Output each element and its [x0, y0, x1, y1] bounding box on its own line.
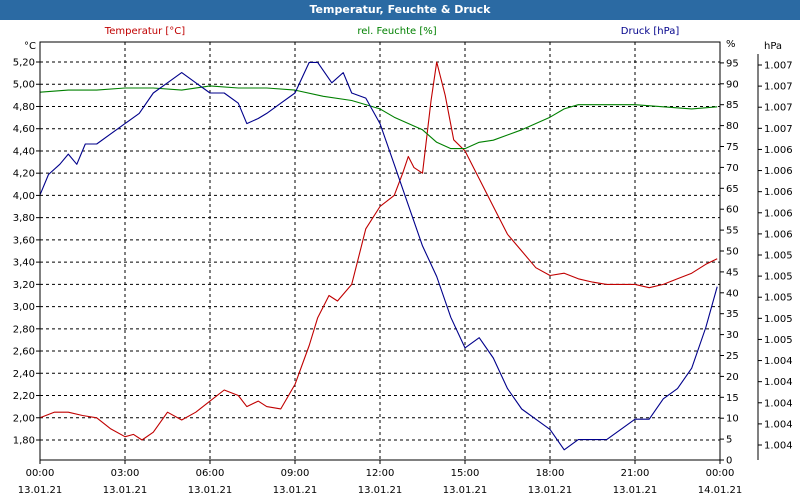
- temp-tick-label-17: 5,20: [13, 58, 35, 69]
- date-tick-label-4: 13.01.21: [358, 485, 403, 496]
- temp-unit-label: °C: [24, 41, 36, 52]
- legend-entry-1: rel. Feuchte [%]: [357, 26, 436, 37]
- pres-tick-label-2: 1.004: [764, 398, 793, 409]
- temp-tick-label-14: 4,60: [13, 124, 35, 135]
- hum-tick-label-0: 0: [726, 456, 732, 467]
- hum-tick-label-18: 90: [726, 79, 739, 90]
- temp-tick-label-10: 3,80: [13, 213, 35, 224]
- hum-tick-label-8: 40: [726, 288, 739, 299]
- time-tick-label-4: 12:00: [366, 468, 395, 479]
- series-layer: [39, 61, 718, 451]
- hum-tick-label-13: 65: [726, 184, 739, 195]
- temp-tick-label-7: 3,20: [13, 280, 35, 291]
- time-tick-label-1: 03:00: [111, 468, 140, 479]
- pres-tick-label-13: 1.006: [764, 166, 793, 177]
- date-tick-label-8: 14.01.21: [698, 485, 743, 496]
- pres-tick-label-14: 1.006: [764, 145, 793, 156]
- pres-tick-label-16: 1.007: [764, 103, 793, 114]
- time-tick-label-3: 09:00: [281, 468, 310, 479]
- pres-tick-label-9: 1.005: [764, 251, 793, 262]
- temp-tick-label-12: 4,20: [13, 169, 35, 180]
- hum-tick-label-12: 60: [726, 205, 739, 216]
- temp-tick-label-16: 5,00: [13, 80, 35, 91]
- hum-unit-label: %: [726, 39, 736, 50]
- pres-tick-label-8: 1.005: [764, 272, 793, 283]
- date-tick-label-7: 13.01.21: [613, 485, 658, 496]
- chart-title-bar: Temperatur, Feuchte & Druck: [0, 0, 800, 20]
- hum-tick-label-14: 70: [726, 163, 739, 174]
- temp-tick-label-2: 2,20: [13, 391, 35, 402]
- time-axis: 00:00 13.01.21 03:00 13.01.21 06:00 13.01.21 0…: [18, 460, 743, 496]
- pres-tick-label-4: 1.004: [764, 356, 793, 367]
- pres-tick-label-15: 1.007: [764, 124, 793, 135]
- pres-tick-label-11: 1.006: [764, 208, 793, 219]
- legend-entry-0: Temperatur [°C]: [104, 26, 185, 37]
- pres-tick-label-5: 1.005: [764, 335, 793, 346]
- pres-tick-label-7: 1.005: [764, 293, 793, 304]
- series-line-temperature: [39, 61, 718, 441]
- pressure-axis: 1.004 1.004 1.004 1.004 1.004 1.005 1.005 1.005…: [757, 41, 793, 460]
- temperature-axis: 1,80 2,00 2,20 2,40 2,60 2,80 3,00 3,20 3,40 3,60…: [13, 41, 40, 446]
- date-tick-label-2: 13.01.21: [188, 485, 233, 496]
- legend-entry-2: Druck [hPa]: [621, 26, 680, 37]
- humidity-axis: 0 5 10 15 20 25 30 35 40 45 50 55 60 65 70 75 80 85 90 95%: [720, 39, 739, 467]
- temp-tick-label-1: 2,00: [13, 413, 35, 424]
- time-tick-label-6: 18:00: [536, 468, 565, 479]
- date-tick-label-1: 13.01.21: [103, 485, 148, 496]
- chart-canvas: 1,80 2,00 2,20 2,40 2,60 2,80 3,00 3,20 3,40 3,60…: [13, 26, 793, 496]
- time-tick-label-2: 06:00: [196, 468, 225, 479]
- hum-tick-label-6: 30: [726, 330, 739, 341]
- pres-tick-label-6: 1.005: [764, 314, 793, 325]
- hum-tick-label-2: 10: [726, 414, 739, 425]
- hum-tick-label-11: 55: [726, 226, 739, 237]
- temp-tick-label-6: 3,00: [13, 302, 35, 313]
- hum-tick-label-15: 75: [726, 142, 739, 153]
- hum-tick-label-1: 5: [726, 435, 732, 446]
- pres-tick-label-10: 1.006: [764, 229, 793, 240]
- temp-tick-label-15: 4,80: [13, 102, 35, 113]
- temp-tick-label-13: 4,40: [13, 146, 35, 157]
- hum-tick-label-10: 50: [726, 247, 739, 258]
- temp-tick-label-11: 4,00: [13, 191, 35, 202]
- hum-tick-label-5: 25: [726, 351, 739, 362]
- temp-tick-label-0: 1,80: [13, 435, 35, 446]
- hum-tick-label-16: 80: [726, 121, 739, 132]
- date-tick-label-0: 13.01.21: [18, 485, 63, 496]
- chart-title: Temperatur, Feuchte & Druck: [309, 3, 491, 16]
- temp-tick-label-3: 2,40: [13, 369, 35, 380]
- temp-tick-label-5: 2,80: [13, 324, 35, 335]
- pres-tick-label-17: 1.007: [764, 82, 793, 93]
- pres-tick-label-12: 1.006: [764, 187, 793, 198]
- time-tick-label-5: 15:00: [451, 468, 480, 479]
- temp-tick-label-4: 2,60: [13, 347, 35, 358]
- series-line-humidity: [39, 85, 718, 150]
- pres-tick-label-0: 1.004: [764, 441, 793, 452]
- time-tick-label-0: 00:00: [26, 468, 55, 479]
- legend: Temperatur [°C] rel. Feuchte [%] Druck [hP…: [104, 26, 680, 37]
- pres-tick-label-1: 1.004: [764, 419, 793, 430]
- date-tick-label-5: 13.01.21: [443, 485, 488, 496]
- series-line-pressure: [39, 61, 718, 451]
- hum-tick-label-3: 15: [726, 393, 739, 404]
- hum-tick-label-19: 95: [726, 58, 739, 69]
- hum-tick-label-9: 45: [726, 267, 739, 278]
- hum-tick-label-4: 20: [726, 372, 739, 383]
- pres-unit-label: hPa: [764, 41, 782, 52]
- date-tick-label-3: 13.01.21: [273, 485, 318, 496]
- temp-tick-label-8: 3,40: [13, 258, 35, 269]
- pres-tick-label-3: 1.004: [764, 377, 793, 388]
- pres-tick-label-18: 1.007: [764, 61, 793, 72]
- temp-tick-label-9: 3,60: [13, 235, 35, 246]
- date-tick-label-6: 13.01.21: [528, 485, 573, 496]
- hum-tick-label-7: 35: [726, 309, 739, 320]
- hum-tick-label-17: 85: [726, 100, 739, 111]
- time-tick-label-7: 21:00: [621, 468, 650, 479]
- time-tick-label-8: 00:00: [706, 468, 735, 479]
